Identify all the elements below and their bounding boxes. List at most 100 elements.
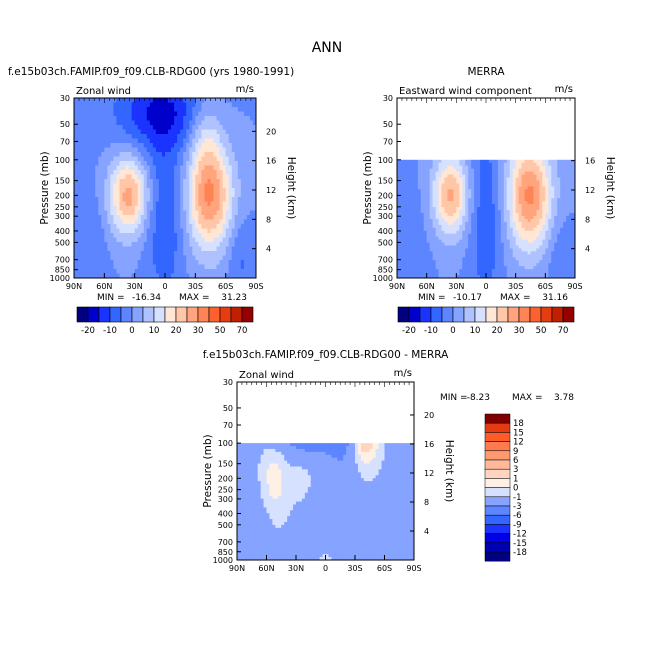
field-cell bbox=[122, 147, 126, 153]
field-cell bbox=[165, 111, 169, 117]
field-cell bbox=[397, 236, 401, 240]
field-cell bbox=[465, 159, 469, 164]
field-cell bbox=[216, 161, 220, 166]
field-cell bbox=[195, 269, 199, 274]
field-cell bbox=[563, 248, 567, 252]
field-cell bbox=[143, 260, 148, 265]
field-cell bbox=[560, 159, 564, 164]
field-cell bbox=[219, 242, 224, 247]
field-cell bbox=[459, 221, 463, 226]
field-cell bbox=[149, 188, 154, 193]
field-cell bbox=[146, 224, 151, 229]
field-cell bbox=[483, 248, 487, 252]
field-cell bbox=[503, 183, 508, 187]
field-cell bbox=[204, 170, 208, 175]
field-cell bbox=[533, 168, 537, 173]
field-cell bbox=[420, 251, 425, 255]
field-cell bbox=[143, 98, 148, 103]
field-cell bbox=[488, 272, 493, 276]
field-cell bbox=[423, 230, 428, 235]
field-cell bbox=[225, 147, 230, 153]
field-cell bbox=[554, 245, 558, 249]
field-cell bbox=[488, 177, 493, 181]
field-cell bbox=[189, 215, 193, 220]
field-cell bbox=[521, 198, 525, 202]
field-cell bbox=[572, 224, 576, 229]
field-cell bbox=[444, 224, 448, 229]
field-cell bbox=[168, 219, 172, 225]
field-cell bbox=[131, 129, 136, 135]
field-cell bbox=[80, 260, 84, 265]
field-cell bbox=[557, 183, 561, 187]
field-cell bbox=[146, 107, 151, 112]
field-cell bbox=[180, 201, 184, 207]
field-cell bbox=[411, 159, 416, 164]
field-cell bbox=[107, 192, 111, 198]
field-cell bbox=[146, 147, 151, 153]
field-cell bbox=[399, 227, 404, 232]
field-cell bbox=[240, 147, 245, 153]
field-cell bbox=[503, 236, 508, 240]
field-cell bbox=[459, 162, 463, 167]
field-cell bbox=[521, 210, 525, 214]
field-cell bbox=[548, 218, 552, 223]
field-cell bbox=[249, 273, 254, 279]
field-cell bbox=[137, 219, 142, 225]
field-cell bbox=[456, 218, 460, 223]
field-cell bbox=[168, 260, 172, 265]
field-cell bbox=[104, 174, 108, 180]
field-cell bbox=[426, 221, 431, 226]
field-cell bbox=[426, 207, 431, 211]
field-cell bbox=[113, 260, 117, 265]
field-cell bbox=[438, 245, 442, 249]
field-cell bbox=[462, 224, 466, 229]
field-cell bbox=[539, 242, 543, 246]
field-cell bbox=[462, 269, 466, 273]
field-cell bbox=[116, 215, 120, 220]
field-cell bbox=[471, 245, 475, 249]
field-cell bbox=[110, 192, 114, 198]
field-cell bbox=[183, 138, 187, 144]
field-cell bbox=[506, 180, 511, 184]
field-cell bbox=[569, 239, 573, 243]
field-cell bbox=[213, 125, 217, 130]
field-cell bbox=[192, 116, 196, 121]
field-cell bbox=[411, 183, 416, 187]
field-cell bbox=[131, 183, 136, 189]
field-cell bbox=[195, 165, 199, 171]
field-cell bbox=[158, 120, 163, 126]
y-tick-label: 50 bbox=[383, 120, 393, 129]
field-cell bbox=[491, 245, 496, 249]
field-cell bbox=[98, 152, 102, 157]
field-cell bbox=[554, 233, 558, 238]
field-cell bbox=[518, 218, 522, 223]
field-cell bbox=[456, 254, 460, 258]
field-cell bbox=[128, 138, 133, 144]
field-cell bbox=[201, 260, 205, 265]
field-cell bbox=[122, 228, 126, 234]
field-cell bbox=[438, 269, 442, 273]
field-cell bbox=[231, 174, 236, 180]
field-cell bbox=[231, 237, 236, 243]
field-cell bbox=[444, 207, 448, 211]
field-cell bbox=[566, 248, 570, 252]
field-cell bbox=[497, 254, 502, 258]
field-cell bbox=[462, 242, 466, 246]
field-cell bbox=[198, 102, 202, 108]
field-cell bbox=[161, 174, 166, 180]
field-cell bbox=[420, 198, 425, 202]
field-cell bbox=[497, 260, 502, 264]
field-cell bbox=[201, 116, 205, 121]
field-cell bbox=[563, 224, 567, 229]
field-cell bbox=[80, 183, 84, 189]
field-cell bbox=[486, 269, 490, 273]
field-cell bbox=[131, 255, 136, 261]
field-cell bbox=[435, 275, 439, 279]
field-cell bbox=[213, 206, 217, 211]
field-cell bbox=[411, 204, 416, 208]
field-cell bbox=[74, 156, 78, 162]
field-cell bbox=[143, 174, 148, 180]
field-cell bbox=[533, 183, 537, 187]
field-cell bbox=[249, 255, 254, 261]
field-cell bbox=[228, 116, 233, 121]
